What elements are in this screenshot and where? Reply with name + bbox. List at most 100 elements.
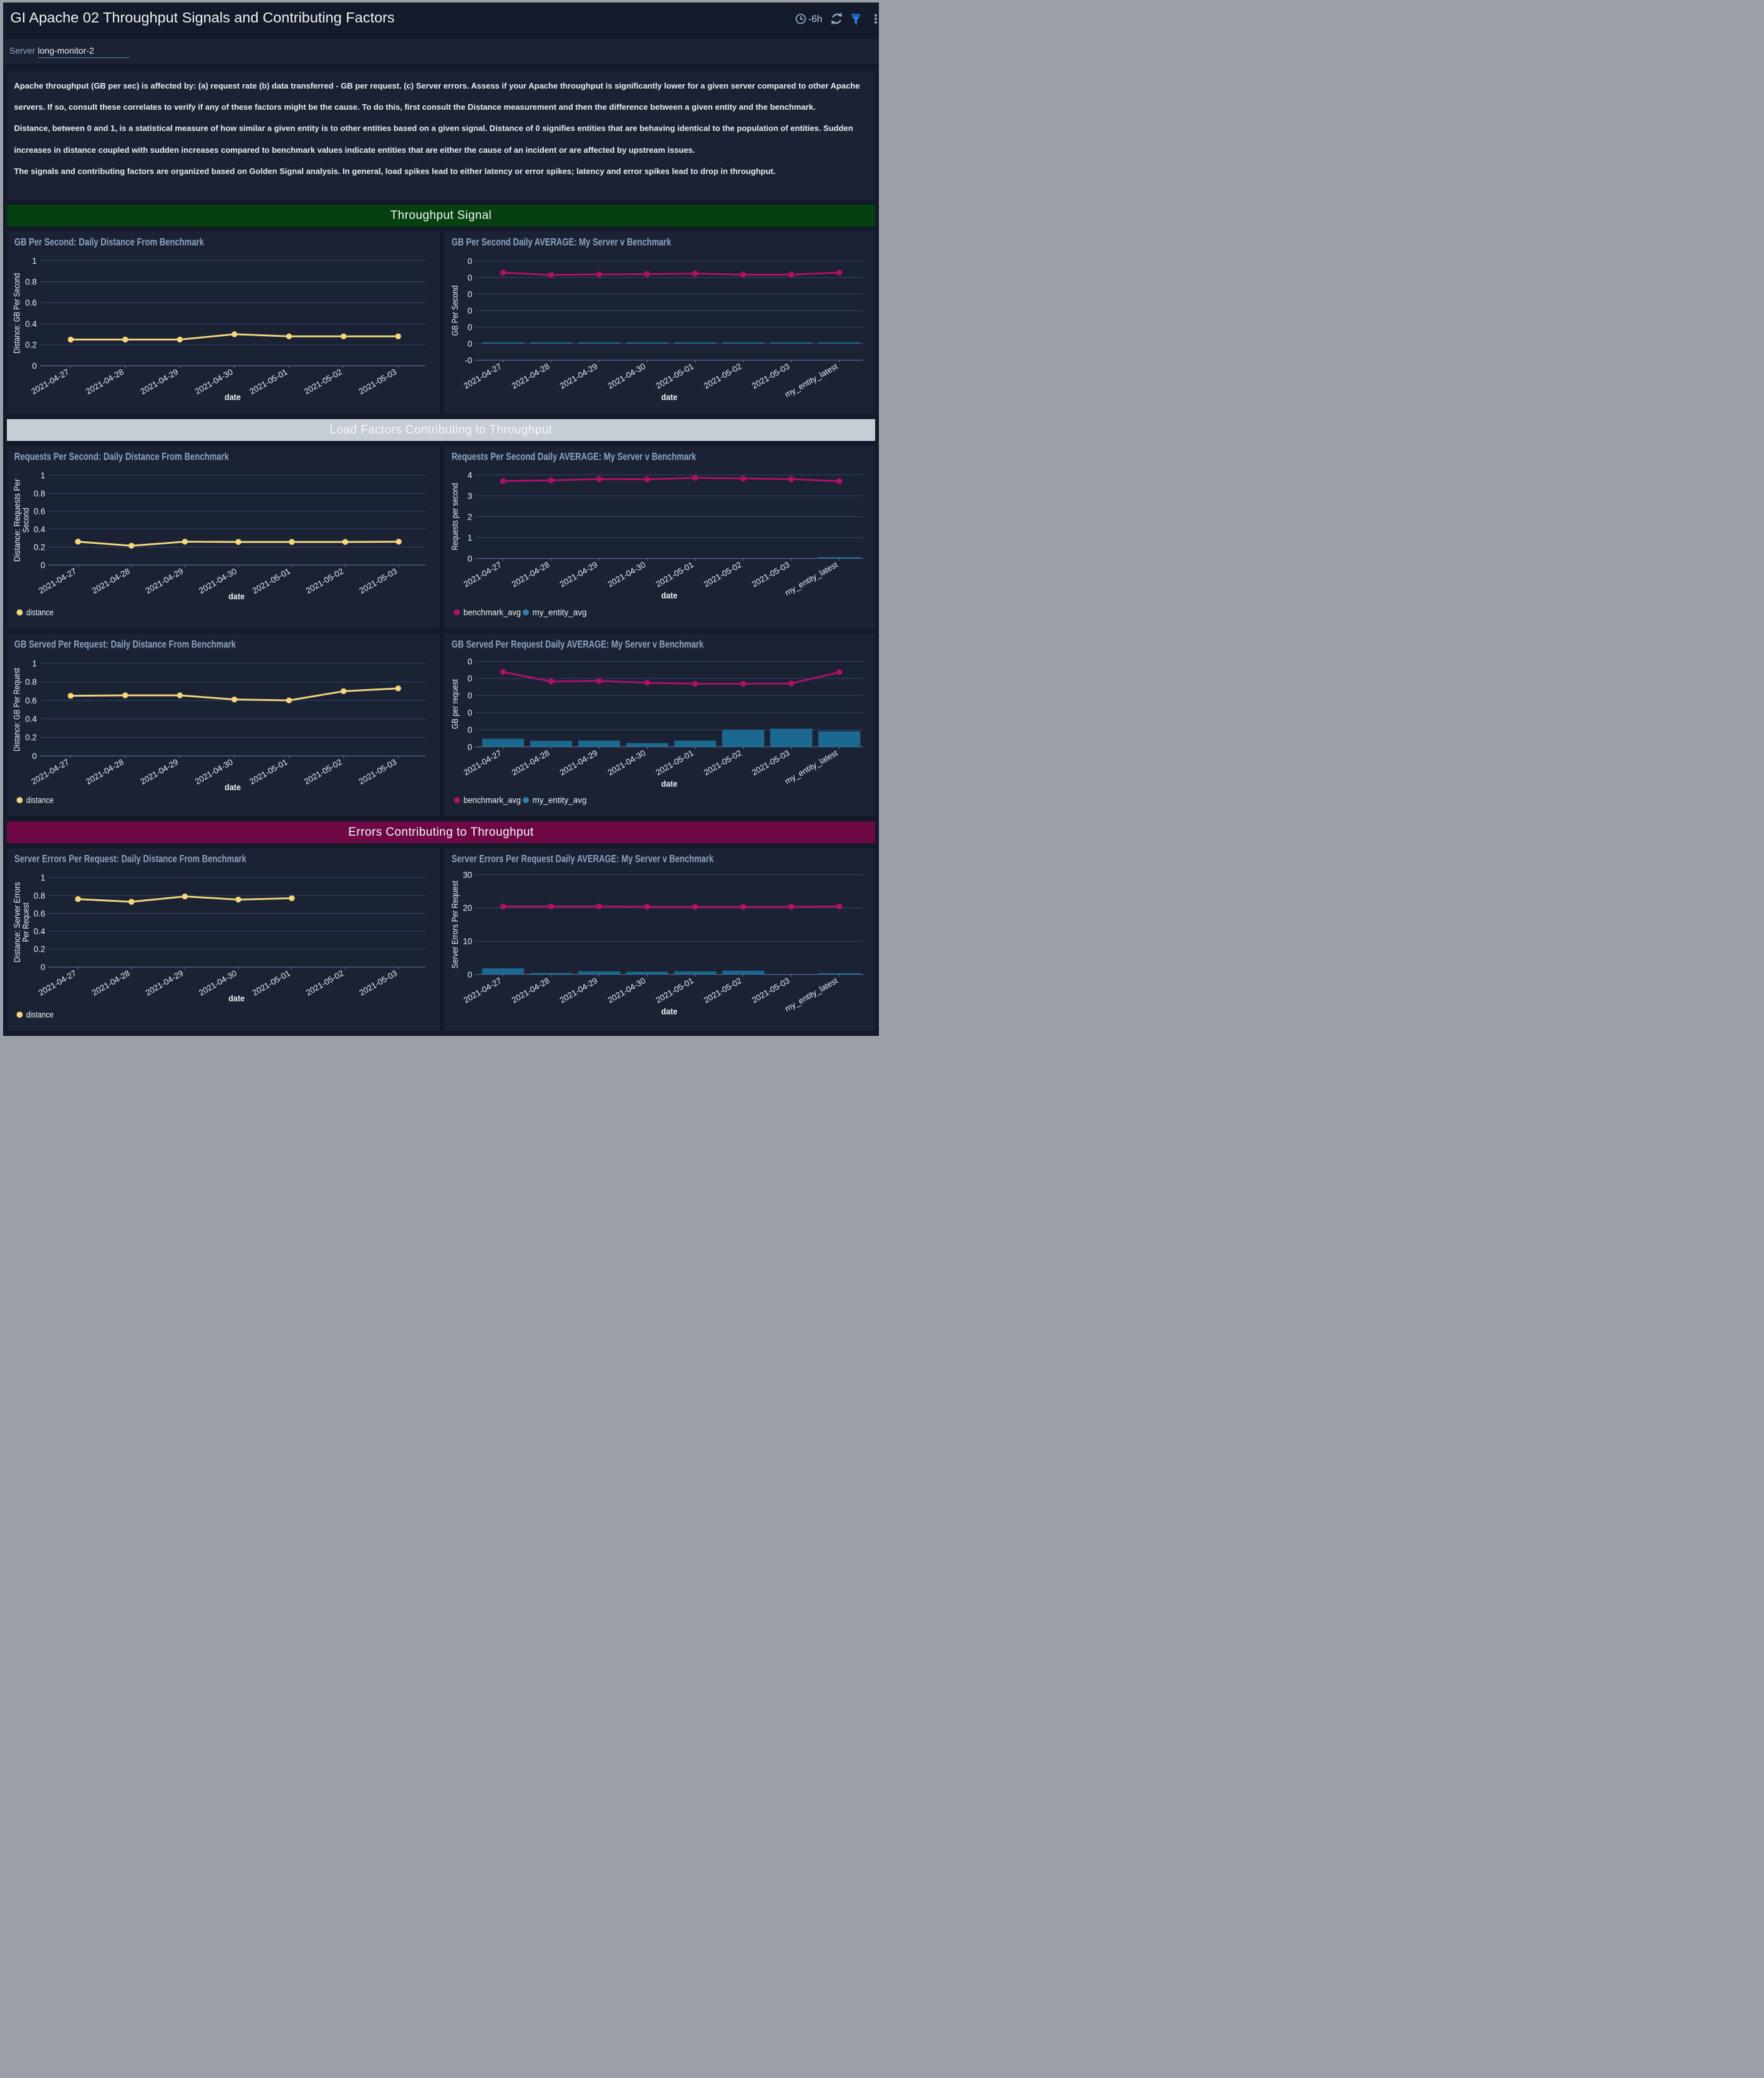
svg-text:2021-05-01: 2021-05-01	[654, 748, 695, 777]
svg-text:Server Errors Per Request: Dai: Server Errors Per Request: Daily Distanc…	[14, 853, 246, 865]
svg-text:2021-05-01: 2021-05-01	[251, 969, 292, 998]
svg-text:2021-04-30: 2021-04-30	[193, 757, 235, 786]
svg-text:0: 0	[468, 256, 472, 266]
svg-text:30: 30	[463, 870, 472, 879]
svg-text:0: 0	[468, 708, 472, 717]
svg-text:2021-04-28: 2021-04-28	[510, 560, 551, 589]
svg-text:2021-04-30: 2021-04-30	[606, 976, 647, 1005]
svg-text:0.2: 0.2	[25, 733, 37, 742]
svg-text:2021-05-02: 2021-05-02	[304, 969, 346, 998]
svg-text:0.6: 0.6	[25, 298, 37, 307]
svg-text:2021-05-02: 2021-05-02	[303, 757, 344, 786]
svg-text:2021-05-03: 2021-05-03	[750, 748, 792, 777]
svg-text:date: date	[661, 779, 677, 788]
svg-text:2021-04-27: 2021-04-27	[462, 362, 503, 391]
svg-text:GB Served Per Request: Daily D: GB Served Per Request: Daily Distance Fr…	[14, 638, 236, 650]
svg-text:2021-04-30: 2021-04-30	[606, 748, 647, 777]
svg-text:2021-04-30: 2021-04-30	[197, 969, 238, 998]
svg-text:0: 0	[468, 674, 472, 683]
svg-text:Per Request: Per Request	[21, 902, 31, 942]
svg-text:0: 0	[468, 742, 472, 751]
svg-text:-6h: -6h	[808, 14, 822, 25]
svg-text:2021-04-27: 2021-04-27	[29, 367, 70, 397]
svg-text:0.6: 0.6	[25, 695, 37, 705]
svg-text:2021-04-28: 2021-04-28	[84, 757, 125, 786]
svg-text:2021-05-02: 2021-05-02	[702, 976, 744, 1005]
svg-text:2021-04-27: 2021-04-27	[37, 566, 78, 596]
svg-text:0.8: 0.8	[34, 489, 46, 498]
svg-text:2021-05-03: 2021-05-03	[750, 976, 792, 1005]
svg-text:Distance: GB Per Request: Distance: GB Per Request	[12, 667, 22, 751]
svg-text:0: 0	[468, 322, 472, 332]
svg-text:2021-05-01: 2021-05-01	[248, 757, 289, 786]
svg-text:2021-04-28: 2021-04-28	[510, 362, 551, 391]
svg-text:2021-05-01: 2021-05-01	[248, 367, 289, 397]
svg-text:2021-05-01: 2021-05-01	[251, 566, 292, 596]
svg-text:2021-04-30: 2021-04-30	[606, 362, 647, 391]
svg-text:0: 0	[468, 657, 472, 666]
svg-text:2021-04-30: 2021-04-30	[193, 367, 235, 397]
svg-text:0.2: 0.2	[25, 341, 37, 350]
svg-text:0.6: 0.6	[34, 507, 46, 516]
svg-text:2021-04-27: 2021-04-27	[37, 969, 78, 998]
svg-text:2021-04-28: 2021-04-28	[510, 748, 551, 777]
svg-text:Requests per second: Requests per second	[450, 483, 460, 551]
svg-text:2021-04-29: 2021-04-29	[138, 757, 180, 786]
svg-text:0: 0	[468, 691, 472, 700]
svg-text:0.8: 0.8	[25, 677, 37, 687]
svg-text:Server Errors Per Request: Server Errors Per Request	[450, 881, 460, 969]
svg-text:my_entity_avg: my_entity_avg	[533, 795, 587, 805]
svg-text:1: 1	[41, 873, 45, 882]
svg-text:20: 20	[463, 904, 472, 913]
svg-text:1: 1	[41, 471, 45, 480]
svg-text:GB per request: GB per request	[450, 679, 460, 728]
svg-text:4: 4	[468, 470, 473, 480]
svg-text:2021-04-29: 2021-04-29	[558, 748, 599, 777]
svg-text:2021-05-03: 2021-05-03	[357, 367, 398, 397]
svg-text:0: 0	[32, 751, 37, 760]
svg-text:2021-05-02: 2021-05-02	[303, 367, 344, 397]
svg-text:GB Per Second: GB Per Second	[450, 286, 460, 336]
svg-text:my_entity_latest: my_entity_latest	[783, 361, 839, 399]
svg-text:2021-04-29: 2021-04-29	[138, 367, 180, 397]
svg-text:0.4: 0.4	[34, 927, 46, 936]
svg-text:2021-05-03: 2021-05-03	[357, 969, 399, 998]
svg-text:distance: distance	[26, 1010, 54, 1020]
svg-text:0.2: 0.2	[34, 945, 46, 954]
svg-text:0: 0	[468, 289, 472, 299]
svg-text:distance: distance	[26, 795, 54, 805]
svg-text:0.4: 0.4	[25, 714, 37, 723]
svg-text:distance: distance	[26, 608, 54, 617]
svg-text:0: 0	[41, 561, 45, 570]
svg-text:date: date	[228, 592, 245, 601]
svg-text:2021-04-28: 2021-04-28	[84, 367, 125, 397]
svg-text:2021-05-03: 2021-05-03	[357, 566, 399, 596]
svg-text:date: date	[661, 591, 677, 601]
svg-text:Distance: GB Per Second: Distance: GB Per Second	[12, 273, 22, 354]
svg-text:2021-04-28: 2021-04-28	[90, 566, 132, 596]
svg-text:10: 10	[463, 937, 472, 946]
svg-text:0.2: 0.2	[34, 543, 46, 552]
svg-text:1: 1	[32, 659, 37, 668]
svg-text:date: date	[225, 783, 241, 792]
svg-text:0: 0	[468, 306, 472, 316]
svg-text:2021-04-27: 2021-04-27	[462, 560, 503, 589]
svg-text:Requests Per Second Daily AVER: Requests Per Second Daily AVERAGE: My Se…	[452, 451, 696, 463]
svg-text:2021-04-29: 2021-04-29	[558, 976, 599, 1005]
svg-text:0.8: 0.8	[25, 278, 37, 287]
svg-text:3: 3	[468, 491, 472, 501]
svg-text:2021-04-29: 2021-04-29	[558, 560, 599, 589]
svg-text:2021-04-27: 2021-04-27	[462, 976, 503, 1005]
svg-text:2021-04-29: 2021-04-29	[558, 362, 599, 391]
svg-text:2021-05-03: 2021-05-03	[357, 757, 398, 786]
svg-text:date: date	[228, 994, 245, 1003]
svg-text:0: 0	[468, 554, 472, 563]
svg-text:GB Per Second Daily AVERAGE: M: GB Per Second Daily AVERAGE: My Server v…	[452, 236, 671, 248]
svg-text:benchmark_avg: benchmark_avg	[463, 795, 521, 805]
svg-text:Server Errors Per Request Dail: Server Errors Per Request Daily AVERAGE:…	[452, 853, 714, 865]
svg-text:0.4: 0.4	[34, 524, 46, 534]
svg-text:Requests Per Second: Daily Dis: Requests Per Second: Daily Distance From…	[14, 451, 229, 463]
svg-text:GB Per Second: Daily Distance: GB Per Second: Daily Distance From Bench…	[14, 236, 204, 248]
svg-text:date: date	[661, 393, 677, 402]
svg-text:0: 0	[468, 273, 472, 283]
